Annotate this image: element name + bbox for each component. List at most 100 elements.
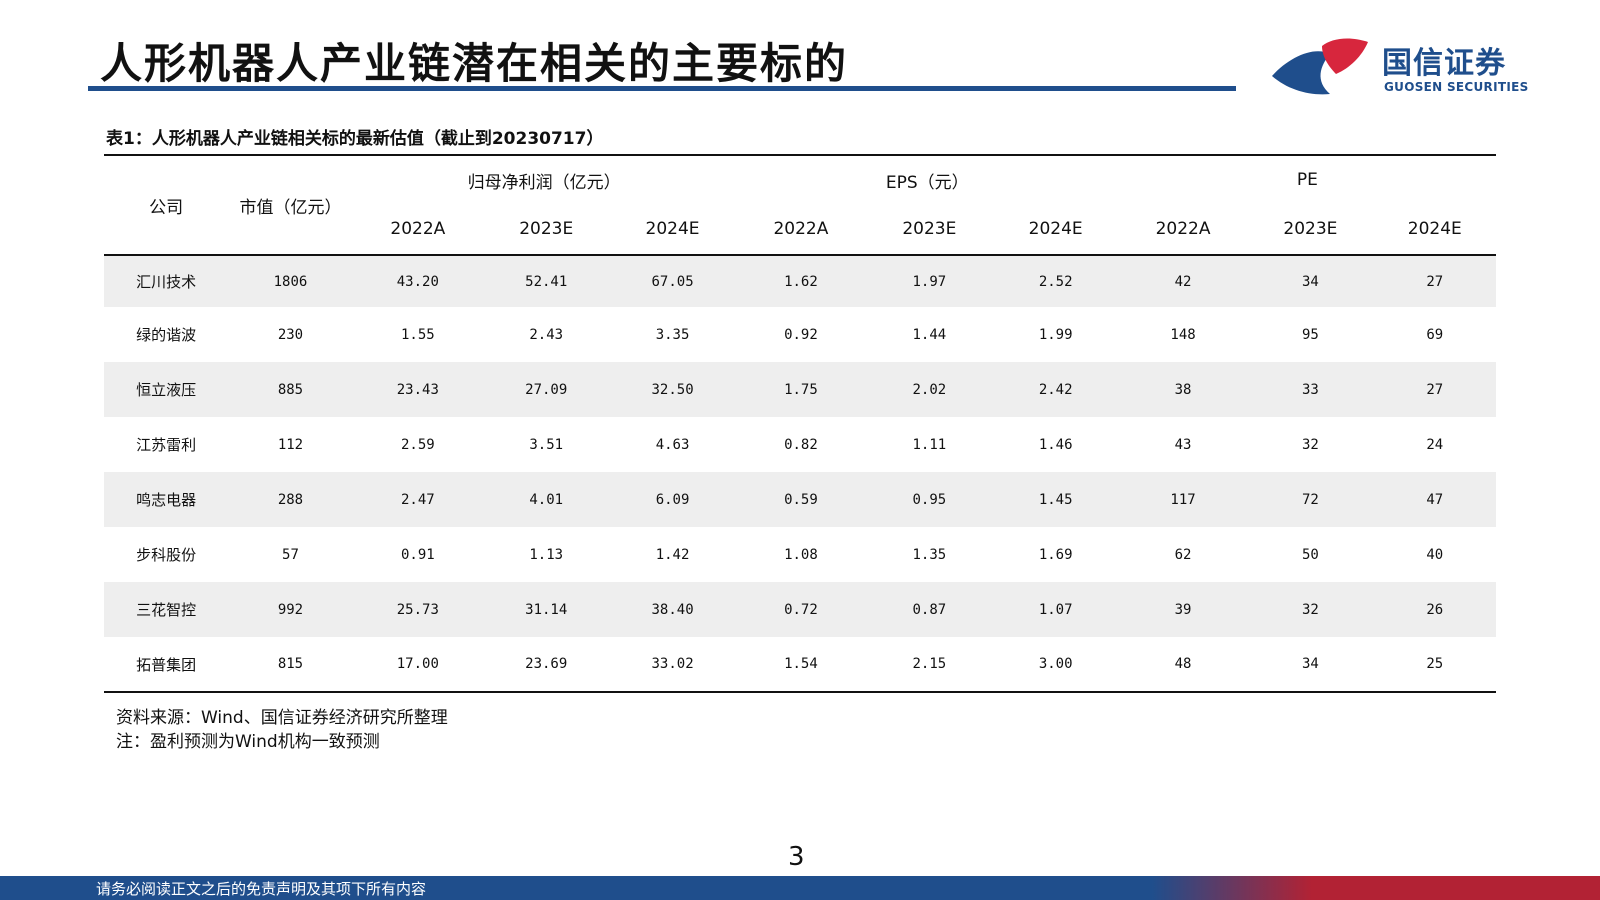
logo-english-name: GUOSEN SECURITIES bbox=[1384, 80, 1529, 94]
value-cell: 1.46 bbox=[1038, 436, 1073, 453]
value-cell: 48 bbox=[1174, 656, 1192, 672]
value-cell: 0.87 bbox=[866, 582, 993, 637]
value-cell: 1.55 bbox=[400, 326, 435, 343]
table-caption: 表1：人形机器人产业链相关标的最新估值（截止到20230717） bbox=[106, 129, 604, 149]
value-cell: 32 bbox=[1301, 436, 1319, 453]
logo-chinese-name: 国信证券 bbox=[1382, 46, 1506, 81]
company-name-cell: 步科股份 bbox=[136, 546, 197, 564]
table-row: 江苏雷利 112 2.59 3.51 4.63 0.82 1.11 1.46 43 32 24 bbox=[104, 417, 1496, 472]
header-eps: EPS（元） bbox=[885, 172, 969, 193]
value-cell: 27 bbox=[1373, 362, 1496, 417]
value-cell: 1.54 bbox=[784, 656, 818, 672]
value-cell: 67.05 bbox=[609, 255, 736, 307]
footer-bar: 请务必阅读正文之后的免责声明及其项下所有内容 bbox=[0, 876, 1600, 900]
header-year: 2024E bbox=[645, 219, 700, 239]
value-cell: 117 bbox=[1118, 472, 1248, 527]
source-note: 资料来源：Wind、国信证券经济研究所整理 bbox=[116, 708, 448, 728]
market-cap-cell: 57 bbox=[282, 546, 299, 563]
market-cap-cell: 815 bbox=[277, 656, 304, 672]
value-cell: 38 bbox=[1118, 362, 1248, 417]
value-cell: 43.20 bbox=[352, 255, 484, 307]
value-cell: 1.07 bbox=[992, 582, 1119, 637]
table-row: 鸣志电器 288 2.47 4.01 6.09 0.59 0.95 1.45 117 72 47 bbox=[104, 472, 1496, 527]
company-name-cell: 绿的谐波 bbox=[136, 326, 197, 344]
table-row: 拓普集团 815 17.00 23.69 33.02 1.54 2.15 3.00 48 34 25 bbox=[104, 637, 1496, 692]
table-row: 恒立液压 885 23.43 27.09 32.50 1.75 2.02 2.42 38 33 27 bbox=[104, 362, 1496, 417]
table-row: 汇川技术 1806 43.20 52.41 67.05 1.62 1.97 2.52 42 34 2… bbox=[104, 255, 1496, 307]
value-cell: 2.02 bbox=[866, 362, 993, 417]
value-cell: 1.45 bbox=[992, 472, 1119, 527]
value-cell: 39 bbox=[1118, 582, 1248, 637]
company-name-cell: 汇川技术 bbox=[104, 255, 229, 307]
value-cell: 23.69 bbox=[525, 656, 568, 672]
value-cell: 1.62 bbox=[735, 255, 867, 307]
value-cell: 42 bbox=[1118, 255, 1248, 307]
value-cell: 33.02 bbox=[651, 656, 694, 672]
header-company: 公司 bbox=[149, 197, 184, 218]
table-row: 三花智控 992 25.73 31.14 38.40 0.72 0.87 1.07 39 32 26 bbox=[104, 582, 1496, 637]
value-cell: 34 bbox=[1247, 255, 1374, 307]
value-cell: 31.14 bbox=[483, 582, 610, 637]
market-cap-cell: 1806 bbox=[228, 255, 353, 307]
header-year: 2023E bbox=[519, 219, 574, 239]
value-cell: 2.59 bbox=[400, 436, 435, 453]
value-cell: 2.52 bbox=[992, 255, 1119, 307]
company-name-cell: 拓普集团 bbox=[136, 655, 197, 674]
value-cell: 1.08 bbox=[784, 546, 818, 563]
value-cell: 32.50 bbox=[609, 362, 736, 417]
value-cell: 2.47 bbox=[352, 472, 484, 527]
header-year: 2022A bbox=[773, 219, 829, 239]
value-cell: 17.00 bbox=[396, 656, 439, 672]
value-cell: 148 bbox=[1170, 326, 1196, 343]
header-pe: PE bbox=[1296, 170, 1318, 190]
value-cell: 0.95 bbox=[866, 472, 993, 527]
value-cell: 25.73 bbox=[352, 582, 484, 637]
value-cell: 72 bbox=[1247, 472, 1374, 527]
header-year: 2023E bbox=[1283, 219, 1338, 239]
value-cell: 1.69 bbox=[1038, 546, 1073, 563]
value-cell: 34 bbox=[1301, 656, 1319, 672]
company-name-cell: 三花智控 bbox=[104, 582, 229, 637]
company-name-cell: 鸣志电器 bbox=[104, 472, 229, 527]
page-number: 3 bbox=[788, 842, 805, 872]
value-cell: 27.09 bbox=[483, 362, 610, 417]
market-cap-cell: 112 bbox=[277, 436, 304, 453]
value-cell: 2.43 bbox=[529, 326, 564, 343]
value-cell: 95 bbox=[1301, 326, 1319, 343]
market-cap-cell: 885 bbox=[228, 362, 353, 417]
value-cell: 0.92 bbox=[784, 326, 818, 343]
header-row-years: 2022A 2023E 2024E 2022A 2023E 2024E 2022… bbox=[104, 204, 1496, 255]
value-cell: 47 bbox=[1373, 472, 1496, 527]
value-cell: 1.42 bbox=[655, 546, 690, 563]
value-cell: 38.40 bbox=[609, 582, 736, 637]
value-cell: 0.82 bbox=[784, 436, 818, 453]
value-cell: 26 bbox=[1373, 582, 1496, 637]
company-logo: 国信证券 GUOSEN SECURITIES bbox=[1270, 36, 1530, 98]
value-cell: 24 bbox=[1426, 436, 1444, 453]
footer-disclaimer: 请务必阅读正文之后的免责声明及其项下所有内容 bbox=[96, 880, 427, 898]
value-cell: 1.13 bbox=[529, 546, 564, 563]
value-cell: 1.99 bbox=[1038, 326, 1073, 343]
value-cell: 27 bbox=[1373, 255, 1496, 307]
logo-mark-icon bbox=[1272, 38, 1368, 95]
header-year: 2022A bbox=[390, 219, 446, 239]
value-cell: 23.43 bbox=[352, 362, 484, 417]
table-body: 汇川技术 1806 43.20 52.41 67.05 1.62 1.97 2.52 42 34 2… bbox=[104, 255, 1496, 692]
value-cell: 2.15 bbox=[912, 656, 947, 672]
value-cell: 1.97 bbox=[866, 255, 993, 307]
value-cell: 33 bbox=[1247, 362, 1374, 417]
value-cell: 2.42 bbox=[992, 362, 1119, 417]
valuation-table: 公司 市值（亿元） 归母净利润（亿元） EPS（元） PE 2022A 2023… bbox=[104, 154, 1496, 693]
market-cap-cell: 288 bbox=[228, 472, 353, 527]
value-cell: 43 bbox=[1174, 436, 1192, 453]
title-underline bbox=[88, 86, 1236, 91]
value-cell: 32 bbox=[1247, 582, 1374, 637]
value-cell: 1.35 bbox=[912, 546, 947, 563]
page-title: 人形机器人产业链潜在相关的主要标的 bbox=[100, 39, 849, 88]
value-cell: 0.72 bbox=[735, 582, 867, 637]
table-row: 步科股份 57 0.91 1.13 1.42 1.08 1.35 1.69 62 50 40 bbox=[104, 527, 1496, 582]
value-cell: 4.01 bbox=[483, 472, 610, 527]
market-cap-cell: 992 bbox=[228, 582, 353, 637]
header-year: 2022A bbox=[1155, 219, 1211, 239]
market-cap-cell: 230 bbox=[277, 326, 304, 343]
